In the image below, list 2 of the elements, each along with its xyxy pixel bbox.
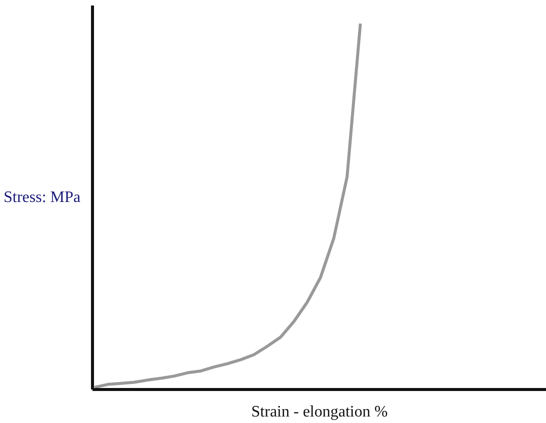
y-axis-title: Stress: MPa [4,189,81,206]
x-axis-title: Strain - elongation % [251,404,388,420]
